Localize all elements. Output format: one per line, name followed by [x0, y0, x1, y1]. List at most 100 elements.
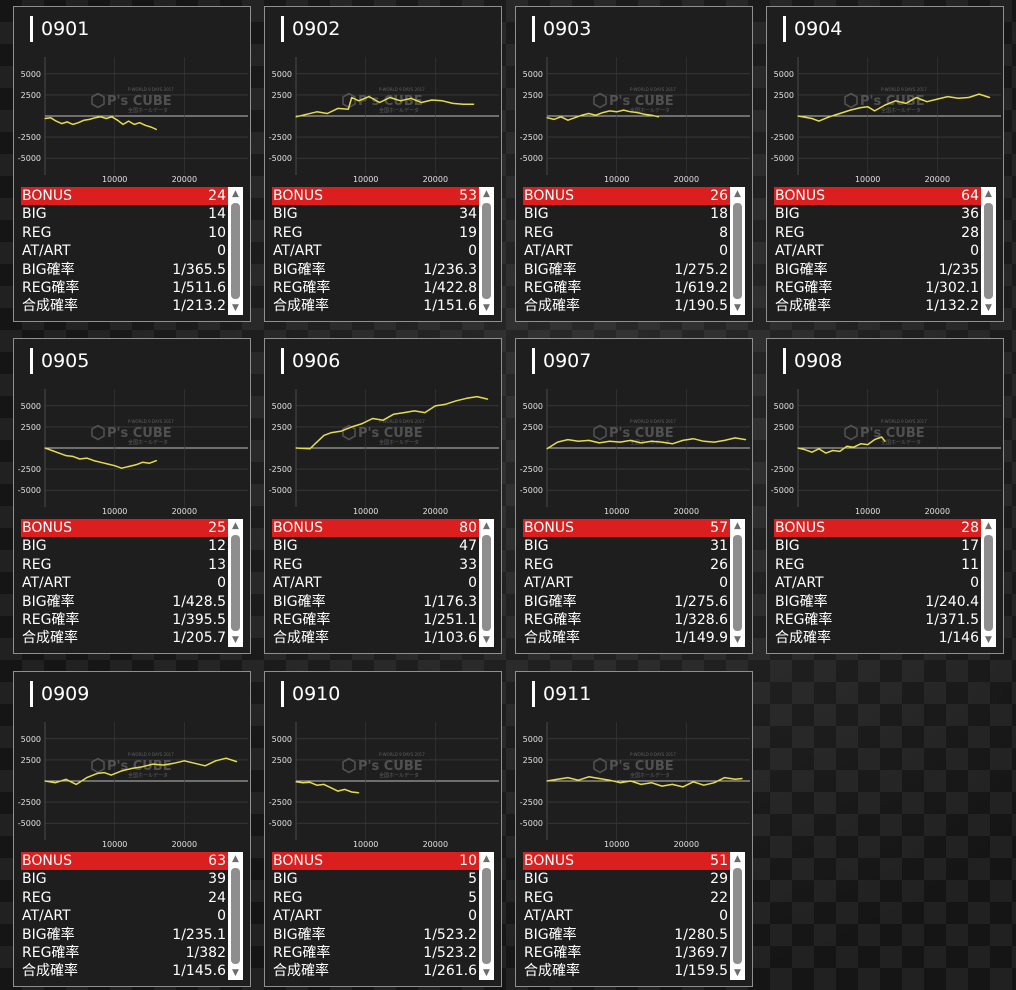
- stat-value: 33: [459, 556, 477, 573]
- data-point: [588, 439, 590, 442]
- data-point: [682, 439, 684, 442]
- stat-label: 合成確率: [775, 298, 831, 315]
- arrow-up-icon[interactable]: ▲: [232, 189, 239, 199]
- stat-label: REG: [22, 556, 52, 573]
- scrollbar-thumb[interactable]: [482, 203, 491, 299]
- data-point: [462, 103, 464, 105]
- arrow-up-icon[interactable]: ▲: [232, 854, 239, 864]
- svg-text:P-WORLD 9 DAYS 2017: P-WORLD 9 DAYS 2017: [630, 752, 676, 757]
- data-point: [75, 783, 77, 785]
- arrow-down-icon[interactable]: ▼: [232, 303, 239, 313]
- data-point: [347, 108, 349, 110]
- stat-row-reg: REG 19: [272, 224, 479, 242]
- stats-scrollbar[interactable]: ▲ ▼: [730, 852, 745, 980]
- scrollbar-thumb[interactable]: [733, 535, 742, 631]
- stat-row-reg-rate: REG確率 1/371.5: [774, 611, 981, 629]
- arrow-up-icon[interactable]: ▲: [734, 854, 741, 864]
- stat-label: 合成確率: [273, 298, 329, 315]
- stat-row-reg: REG 8: [523, 224, 730, 242]
- arrow-up-icon[interactable]: ▲: [985, 521, 992, 531]
- data-point: [609, 779, 611, 781]
- stats-scrollbar[interactable]: ▲ ▼: [228, 519, 243, 647]
- stat-row-big-rate: BIG確率 1/280.5: [523, 926, 730, 944]
- graph-chart: 5000 2500 -2500 -5000 10000 20000 P-WORLD 9 DA…: [18, 722, 248, 849]
- graph-chart: 5000 2500 -2500 -5000 10000 20000 P-WORLD 9 DA…: [520, 722, 750, 849]
- scrollbar-thumb[interactable]: [984, 535, 993, 631]
- stats-scrollbar[interactable]: ▲ ▼: [730, 187, 745, 315]
- stats-scrollbar[interactable]: ▲ ▼: [479, 852, 494, 980]
- stat-row-total-rate: 合成確率 1/261.6: [272, 962, 479, 980]
- scrollbar-thumb[interactable]: [482, 535, 491, 631]
- scrollbar-thumb[interactable]: [231, 535, 240, 631]
- stats-scrollbar[interactable]: ▲ ▼: [228, 852, 243, 980]
- data-point: [309, 781, 311, 783]
- graph-chart: 5000 2500 -2500 -5000 10000 20000 P-WORLD 9 DA…: [269, 57, 499, 184]
- y-tick-label: 5000: [21, 735, 41, 744]
- stat-value: 1/382: [185, 944, 226, 961]
- stat-label: AT/ART: [524, 908, 573, 925]
- machine-panel-0907: 0907 5000 2500 -2500 -5000 10000 20000 P-WORLD …: [515, 338, 753, 654]
- arrow-down-icon[interactable]: ▼: [232, 968, 239, 978]
- data-point: [867, 444, 869, 446]
- x-tick-label: 10000: [353, 175, 378, 184]
- scrollbar-thumb[interactable]: [231, 868, 240, 964]
- data-point: [235, 761, 238, 763]
- data-point: [874, 110, 876, 112]
- data-point: [947, 96, 949, 98]
- arrow-up-icon[interactable]: ▲: [734, 521, 741, 531]
- arrow-down-icon[interactable]: ▼: [483, 303, 490, 313]
- stat-row-reg-rate: REG確率 1/523.2: [272, 944, 479, 962]
- payout-line: [44, 447, 157, 469]
- stats-scrollbar[interactable]: ▲ ▼: [479, 187, 494, 315]
- stat-value: 1/159.5: [674, 963, 728, 980]
- scrollbar-thumb[interactable]: [231, 203, 240, 299]
- stats-scrollbar[interactable]: ▲ ▼: [981, 187, 996, 315]
- arrow-up-icon[interactable]: ▲: [483, 521, 490, 531]
- arrow-down-icon[interactable]: ▼: [483, 968, 490, 978]
- stats-scrollbar[interactable]: ▲ ▼: [981, 519, 996, 647]
- data-point: [399, 100, 402, 102]
- data-point: [682, 786, 684, 788]
- stats-scrollbar[interactable]: ▲ ▼: [479, 519, 494, 647]
- stat-label: REG: [273, 556, 303, 573]
- arrow-up-icon[interactable]: ▲: [483, 189, 490, 199]
- x-tick-label: 20000: [674, 507, 699, 516]
- stat-value: 1/619.2: [674, 279, 728, 296]
- stats-table: BONUS 80 BIG 47 REG 33 AT/ART 0 BIG確率 1/176.3 REG確…: [272, 519, 494, 647]
- stat-label: REG: [524, 556, 554, 573]
- machine-panel-0901: 0901 5000 2500 -2500 -5000 10000 20000 P-WORLD …: [13, 6, 251, 322]
- stat-value: 1/251.1: [423, 611, 477, 628]
- data-point: [839, 450, 841, 452]
- arrow-down-icon[interactable]: ▼: [734, 303, 741, 313]
- data-point: [881, 436, 883, 438]
- arrow-down-icon[interactable]: ▼: [734, 635, 741, 645]
- stats-scrollbar[interactable]: ▲ ▼: [228, 187, 243, 315]
- arrow-up-icon[interactable]: ▲: [483, 854, 490, 864]
- arrow-down-icon[interactable]: ▼: [985, 303, 992, 313]
- data-point: [703, 440, 705, 442]
- scrollbar-thumb[interactable]: [733, 868, 742, 964]
- y-tick-label: -2500: [771, 133, 794, 142]
- stats-scrollbar[interactable]: ▲ ▼: [730, 519, 745, 647]
- arrow-down-icon[interactable]: ▼: [232, 635, 239, 645]
- scrollbar-thumb[interactable]: [984, 203, 993, 299]
- stat-value: 22: [710, 889, 728, 906]
- svg-text:P-WORLD 9 DAYS 2017: P-WORLD 9 DAYS 2017: [128, 419, 174, 424]
- stat-row-reg-rate: REG確率 1/251.1: [272, 611, 479, 629]
- stat-row-big-rate: BIG確率 1/240.4: [774, 593, 981, 611]
- y-tick-label: -5000: [520, 819, 543, 828]
- arrow-down-icon[interactable]: ▼: [985, 635, 992, 645]
- data-point: [567, 438, 569, 441]
- stat-value: 80: [459, 520, 477, 536]
- stat-label: BONUS: [775, 520, 825, 536]
- machine-number: 0911: [532, 681, 591, 707]
- scrollbar-thumb[interactable]: [733, 203, 742, 299]
- data-point: [55, 120, 57, 122]
- arrow-down-icon[interactable]: ▼: [734, 968, 741, 978]
- arrow-down-icon[interactable]: ▼: [483, 635, 490, 645]
- arrow-up-icon[interactable]: ▲: [232, 521, 239, 531]
- data-point: [804, 449, 806, 451]
- arrow-up-icon[interactable]: ▲: [734, 189, 741, 199]
- arrow-up-icon[interactable]: ▲: [985, 189, 992, 199]
- scrollbar-thumb[interactable]: [482, 868, 491, 964]
